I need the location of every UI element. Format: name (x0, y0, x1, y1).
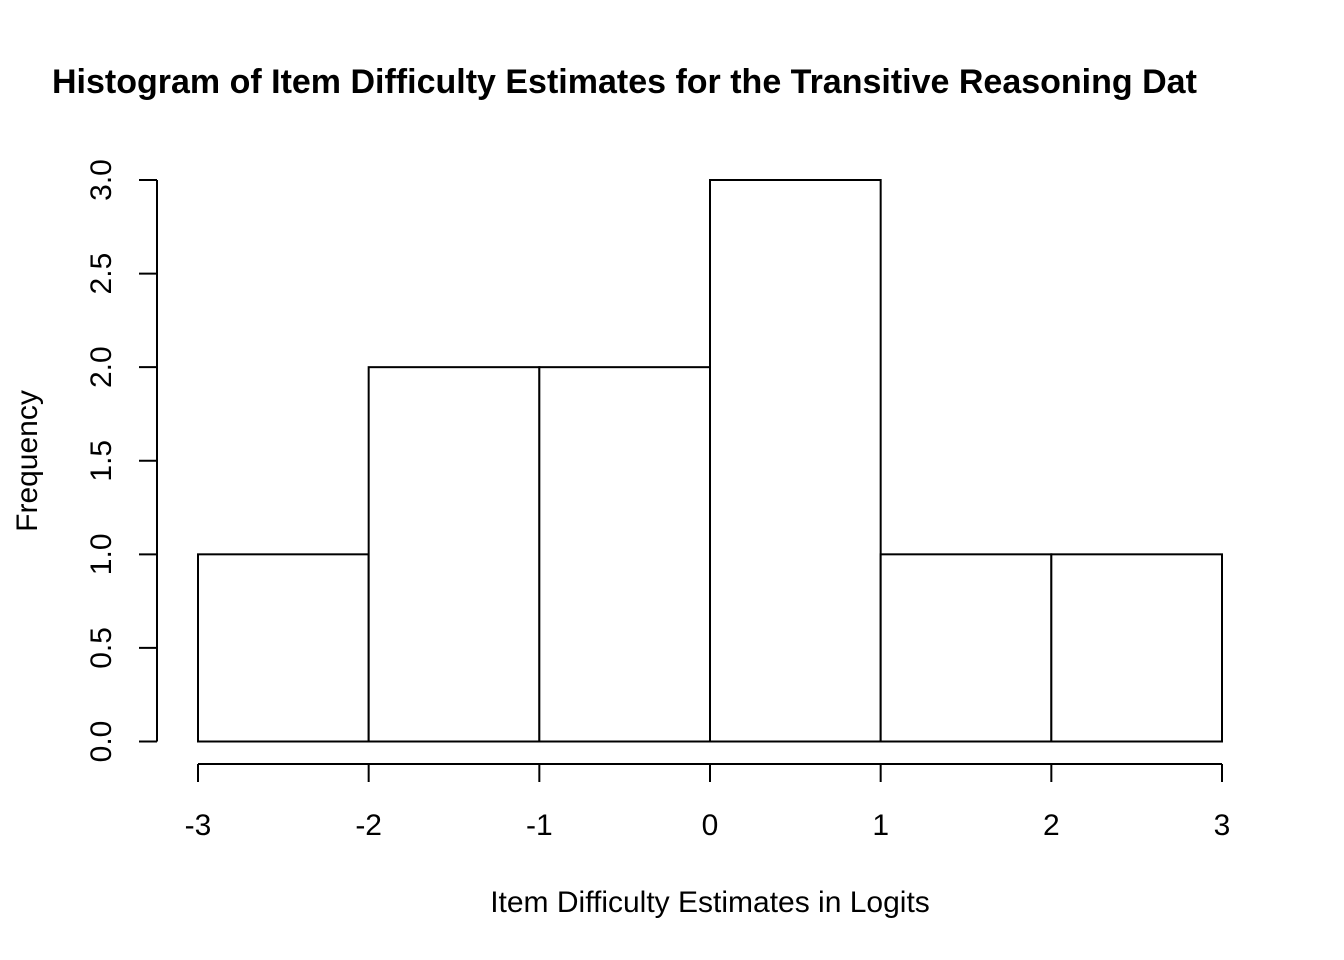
x-tick-label-0: -3 (185, 809, 212, 842)
histogram-bar-1 (367, 366, 541, 743)
histogram-bar-4 (879, 553, 1053, 743)
histogram-bar-2 (538, 366, 711, 743)
y-tick-label-2: 1.0 (85, 533, 118, 575)
x-axis: -3 -2 -1 0 1 2 3 (185, 763, 1231, 842)
chart-title: Histogram of Item Difficulty Estimates f… (52, 63, 1197, 101)
x-tick-label-3: 0 (702, 809, 719, 842)
y-tick-label-1: 0.5 (85, 627, 118, 669)
x-tick-label-2: -1 (526, 809, 553, 842)
x-tick-label-4: 1 (872, 809, 889, 842)
y-axis-label: Frequency (11, 390, 44, 532)
y-tick-label-5: 2.5 (85, 253, 118, 295)
histogram-bar-3 (709, 179, 882, 743)
x-axis-label: Item Difficulty Estimates in Logits (490, 886, 930, 919)
y-axis: 0.0 0.5 1.0 1.5 2.0 2.5 3.0 (85, 159, 158, 763)
bars-group (197, 179, 1224, 743)
x-tick-label-6: 3 (1214, 809, 1231, 842)
x-tick-label-5: 2 (1043, 809, 1060, 842)
x-tick-label-1: -2 (355, 809, 382, 842)
y-tick-label-0: 0.0 (85, 721, 118, 763)
y-tick-label-6: 3.0 (85, 159, 118, 201)
y-tick-label-4: 2.0 (85, 346, 118, 388)
histogram-bar-5 (1050, 553, 1224, 743)
y-tick-label-3: 1.5 (85, 440, 118, 482)
histogram-bar-0 (197, 553, 370, 743)
